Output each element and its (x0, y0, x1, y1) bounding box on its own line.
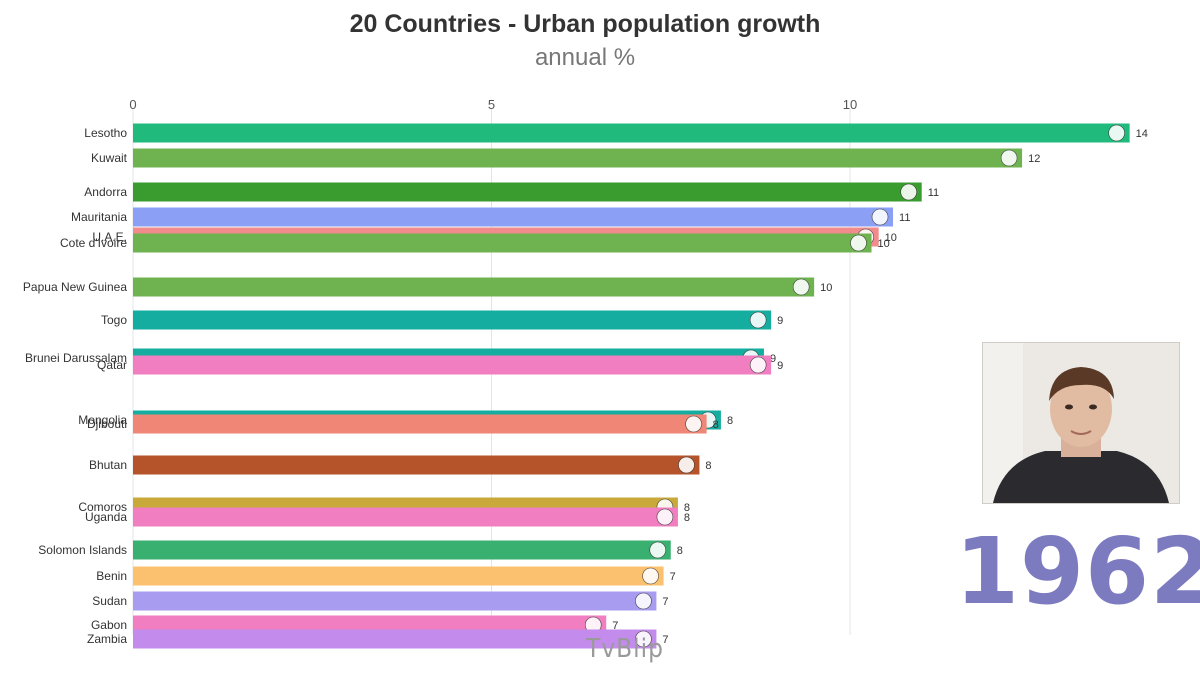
category-label: Solomon Islands (38, 543, 127, 557)
x-tick-label: 10 (843, 97, 857, 112)
watermark: TvBlip (586, 634, 665, 664)
flag-icon (656, 508, 674, 526)
category-label: Gabon (91, 618, 127, 632)
bar (133, 148, 1023, 168)
x-tick-label: 0 (129, 97, 136, 112)
x-tick-label: 5 (488, 97, 495, 112)
bar-value-label: 7 (662, 596, 668, 608)
flag-icon (749, 311, 767, 329)
category-label: U.A.E. (92, 230, 127, 244)
bar (133, 414, 707, 434)
category-label: Sudan (92, 594, 127, 608)
category-label: Kuwait (91, 151, 128, 165)
category-label: Andorra (84, 185, 127, 199)
bar (133, 455, 700, 475)
bar-value-label: 11 (928, 187, 939, 199)
category-label: Djibouti (87, 417, 127, 431)
category-label: Comoros (78, 500, 127, 514)
flag-icon (635, 592, 652, 610)
bar (133, 566, 664, 586)
bar (133, 507, 678, 527)
flag-icon (749, 356, 767, 374)
bar-value-label: 12 (1028, 153, 1040, 165)
bar-value-label: 8 (677, 545, 683, 557)
bar (133, 629, 657, 649)
bar (133, 277, 815, 297)
bar-value-label: 7 (612, 620, 618, 632)
flag-icon (649, 541, 667, 559)
bar-value-label: 8 (705, 460, 711, 472)
category-label: Lesotho (84, 126, 127, 140)
category-label: Qatar (97, 358, 127, 372)
bar (133, 310, 772, 330)
chart-title: 20 Countries - Urban population growth (349, 10, 821, 38)
bar-value-label: 10 (878, 238, 890, 250)
category-label: Mauritania (71, 210, 127, 224)
bar (133, 207, 894, 227)
bar (133, 233, 872, 253)
presenter-image (983, 343, 1179, 503)
category-label: Benin (96, 569, 127, 583)
flag-icon (635, 630, 652, 648)
bar-value-label: 8 (684, 512, 690, 524)
flag-icon (871, 208, 889, 226)
bar-value-label: 9 (777, 315, 783, 327)
category-label: Papua New Guinea (23, 280, 127, 294)
bar (133, 540, 671, 560)
webcam-overlay (982, 342, 1180, 504)
bar-value-label: 9 (777, 360, 783, 372)
year-label: 1962 (955, 518, 1200, 625)
flag-icon (900, 183, 918, 201)
bar-value-label: 10 (885, 232, 897, 244)
bar-value-label: 8 (684, 502, 690, 514)
bar-value-label: 11 (899, 212, 910, 224)
bar-value-label: 9 (770, 353, 776, 365)
bar (133, 182, 922, 202)
bar-value-label: 8 (713, 419, 719, 431)
bar (133, 591, 657, 611)
category-label: Bhutan (89, 458, 127, 472)
bar-value-label: 10 (820, 282, 832, 294)
bar-value-label: 7 (670, 571, 676, 583)
bar (133, 355, 772, 375)
flag-icon (678, 456, 695, 474)
category-label: Togo (101, 313, 127, 327)
flag-icon (850, 234, 867, 252)
flag-icon (1000, 149, 1018, 167)
category-label: Uganda (85, 510, 127, 524)
category-label: Cote d'Ivoire (60, 236, 127, 250)
category-label: Brunei Darussalam (25, 351, 127, 365)
flag-icon (685, 415, 702, 433)
bar (133, 123, 1130, 143)
flag-icon (1108, 124, 1125, 142)
bar-value-label: 14 (1136, 128, 1148, 140)
bar-value-label: 8 (727, 415, 733, 427)
bar-value-label: 7 (662, 634, 668, 646)
category-label: Mongolia (78, 413, 127, 427)
flag-icon (642, 567, 659, 585)
category-label: Zambia (87, 632, 127, 646)
flag-icon (792, 278, 810, 296)
chart-subtitle: annual % (534, 44, 636, 71)
